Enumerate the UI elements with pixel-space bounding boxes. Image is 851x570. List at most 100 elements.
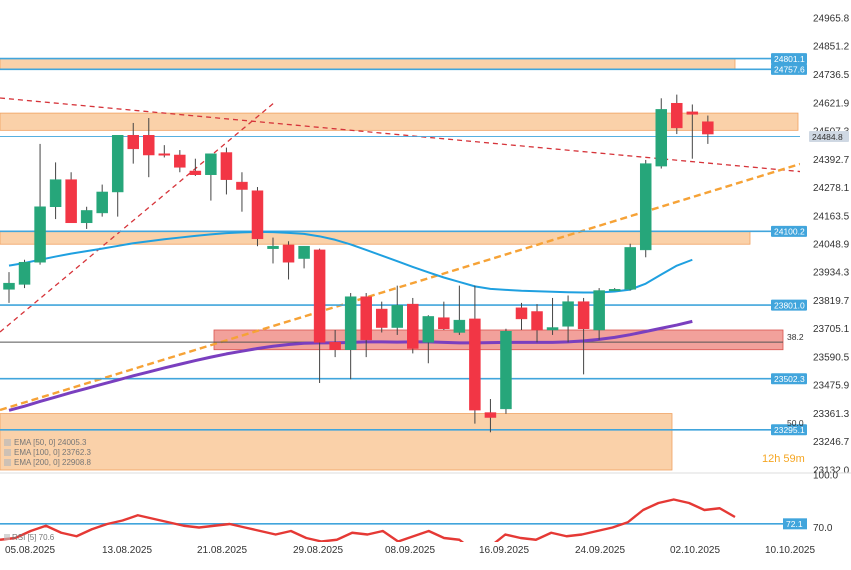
candle[interactable]: [111, 135, 124, 193]
candle[interactable]: [329, 342, 341, 350]
rsi-tick-label: 100.0: [813, 471, 838, 482]
date-tick-label: 16.09.2025: [479, 545, 529, 556]
price-tick-label: 24048.9: [813, 240, 850, 251]
candle[interactable]: [189, 170, 202, 175]
candle[interactable]: [313, 249, 326, 343]
candle[interactable]: [438, 317, 450, 330]
candle[interactable]: [702, 121, 714, 135]
candle[interactable]: [391, 305, 403, 328]
indicator-legend-item: EMA [100, 0] 23762.3: [14, 448, 91, 457]
zone-2: [0, 112, 799, 131]
candle[interactable]: [267, 245, 279, 249]
zone-5: [0, 413, 673, 471]
candle[interactable]: [422, 316, 435, 343]
zones-layer: [0, 58, 799, 471]
fib-label: 50.0: [787, 418, 804, 428]
candle[interactable]: [174, 154, 186, 168]
date-axis[interactable]: 05.08.2025 13.08.2025 21.08.2025 29.08.2025…: [5, 545, 815, 556]
level-badge-text: 24100.2: [774, 227, 805, 237]
candle[interactable]: [205, 153, 217, 175]
candle[interactable]: [407, 303, 419, 349]
date-tick-label: 10.10.2025: [765, 545, 815, 556]
candle[interactable]: [639, 163, 652, 251]
candle[interactable]: [158, 153, 171, 156]
date-tick-label: 05.08.2025: [5, 545, 55, 556]
date-tick-label: 21.08.2025: [197, 545, 247, 556]
level-badge: [771, 299, 807, 311]
date-tick-label: 13.08.2025: [102, 545, 152, 556]
rsi-legend-icon: [4, 534, 10, 540]
price-tick-label: 23475.9: [813, 381, 850, 392]
candle[interactable]: [562, 301, 574, 327]
level-badge: [809, 131, 849, 143]
candle[interactable]: [484, 412, 497, 418]
candle[interactable]: [577, 301, 590, 330]
level-badge-text: 23502.3: [774, 374, 805, 384]
candle[interactable]: [531, 311, 543, 331]
candle[interactable]: [298, 245, 310, 259]
price-tick-label: 24736.5: [813, 70, 850, 81]
candle[interactable]: [251, 190, 264, 240]
zone-4: [213, 329, 784, 351]
candles-layer: [3, 94, 714, 433]
candle[interactable]: [469, 318, 481, 411]
price-tick-label: 24621.9: [813, 98, 850, 109]
candle[interactable]: [65, 179, 77, 224]
rsi-tick-label: 70.0: [813, 523, 833, 534]
level-badge-text: 23295.1: [774, 425, 805, 435]
zone-1: [0, 58, 736, 70]
date-tick-label: 24.09.2025: [575, 545, 625, 556]
rsi-line-group: [0, 498, 736, 542]
level-badge-text: 24801.1: [774, 54, 805, 64]
candle[interactable]: [49, 179, 62, 208]
level-badge-text: 24484.8: [812, 132, 843, 142]
candle[interactable]: [360, 296, 372, 341]
legend-icon: [4, 439, 11, 446]
candle[interactable]: [282, 244, 295, 263]
price-tick-label: 23934.3: [813, 268, 850, 279]
candle[interactable]: [655, 109, 668, 167]
candle[interactable]: [34, 206, 46, 263]
candle[interactable]: [453, 319, 466, 333]
level-badge: [771, 225, 807, 237]
candle[interactable]: [236, 181, 248, 190]
price-tick-label: 24392.7: [813, 155, 850, 166]
indicator-legend-item: EMA [50, 0] 24005.3: [14, 438, 87, 447]
candle[interactable]: [3, 282, 15, 290]
indicator-legend-item: EMA [200, 0] 22908.8: [14, 458, 91, 467]
fib-label: 38.2: [787, 332, 804, 342]
price-axis-bg: [800, 0, 851, 570]
candle[interactable]: [18, 261, 31, 285]
candle[interactable]: [220, 152, 233, 180]
level-badge-text: 23801.0: [774, 300, 805, 310]
candle[interactable]: [96, 191, 108, 214]
date-tick-label: 02.10.2025: [670, 545, 720, 556]
price-tick-label: 23590.5: [813, 352, 850, 363]
candle[interactable]: [127, 135, 139, 150]
candle[interactable]: [624, 247, 636, 290]
candle[interactable]: [515, 307, 528, 320]
price-tick-label: 23705.1: [813, 324, 850, 335]
price-tick-label: 24965.8: [813, 14, 850, 25]
ema-50-line: [8, 230, 693, 294]
candle[interactable]: [80, 210, 93, 224]
candle[interactable]: [143, 135, 155, 156]
candle[interactable]: [375, 308, 388, 328]
price-axis[interactable]: 24965.824851.224736.524621.924507.324392…: [800, 0, 851, 570]
rsi-line: [0, 498, 736, 542]
price-tick-label: 23819.7: [813, 296, 850, 307]
candle[interactable]: [500, 330, 512, 410]
candle[interactable]: [344, 296, 357, 350]
level-badge-text: 24757.6: [774, 65, 805, 75]
candle[interactable]: [546, 327, 559, 331]
candle[interactable]: [686, 111, 699, 115]
price-tick-label: 24163.5: [813, 211, 850, 222]
candle[interactable]: [671, 102, 683, 129]
candle[interactable]: [608, 289, 621, 292]
trendlines-layer: [0, 97, 800, 412]
candle[interactable]: [593, 290, 605, 331]
rsi-panel[interactable]: 100.0 70.0 72.1 RSI [5] 70.6: [0, 471, 851, 553]
